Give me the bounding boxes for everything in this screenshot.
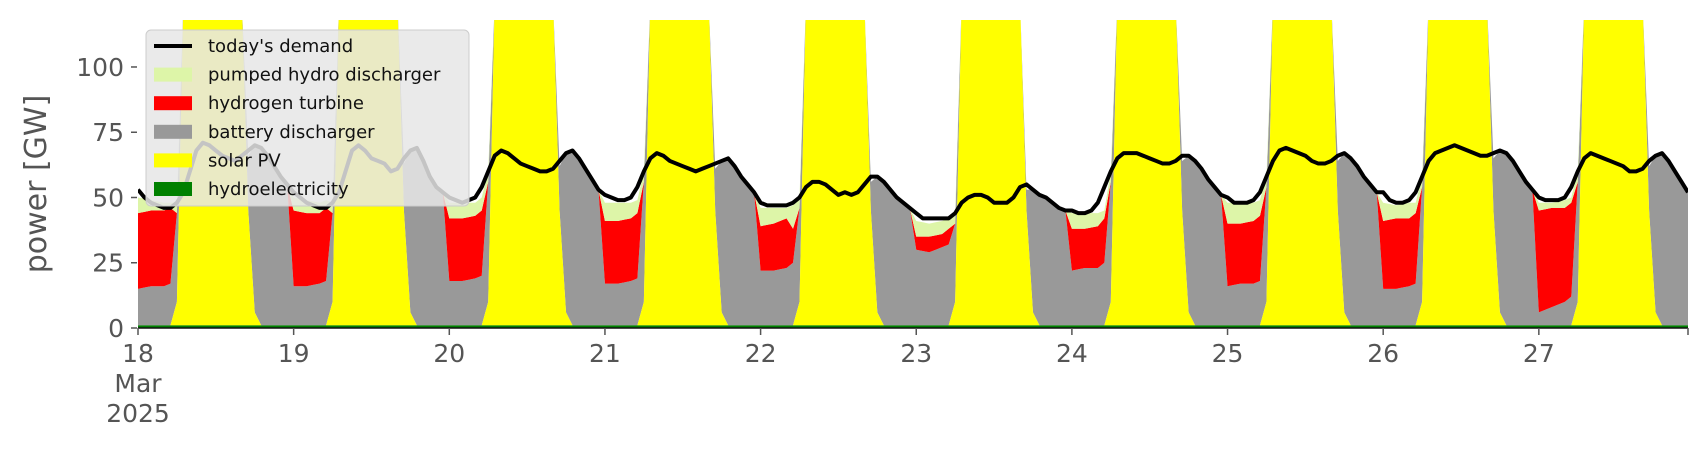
x-tick-label: 24 <box>1056 339 1088 368</box>
legend-label: hydroelectricity <box>208 179 349 200</box>
x-tick-label: Mar <box>114 369 162 398</box>
y-axis-label: power [GW] <box>19 95 54 274</box>
legend-swatch <box>154 153 192 168</box>
y-tick-label: 0 <box>108 314 124 343</box>
x-tick-label: 23 <box>900 339 932 368</box>
y-tick-label: 50 <box>92 183 124 212</box>
x-tick-label: 2025 <box>106 399 170 428</box>
x-tick-label: 18 <box>122 339 154 368</box>
y-tick-label: 25 <box>92 249 124 278</box>
x-tick-label: 20 <box>433 339 465 368</box>
x-tick-label: 21 <box>589 339 621 368</box>
legend-label: hydrogen turbine <box>208 93 364 114</box>
legend-swatch <box>154 96 192 111</box>
legend: today's demand pumped hydro discharger hyd… <box>145 29 470 207</box>
legend-label: battery discharger <box>208 122 375 143</box>
area-solar-pv <box>138 20 1688 326</box>
legend-swatch <box>154 67 192 82</box>
legend-label: solar PV <box>208 150 281 171</box>
x-tick-label: 19 <box>278 339 310 368</box>
legend-swatch <box>154 124 192 139</box>
y-tick-label: 100 <box>76 53 124 82</box>
y-tick-label: 75 <box>92 118 124 147</box>
x-tick-label: 25 <box>1212 339 1244 368</box>
legend-swatch <box>154 182 192 196</box>
x-tick-label: 27 <box>1523 339 1555 368</box>
x-tick-label: 26 <box>1367 339 1399 368</box>
legend-box <box>145 29 470 207</box>
area-battery-discharger <box>138 20 1688 326</box>
legend-label: today's demand <box>208 36 353 57</box>
legend-label: pumped hydro discharger <box>208 65 441 86</box>
x-tick-label: 22 <box>745 339 777 368</box>
